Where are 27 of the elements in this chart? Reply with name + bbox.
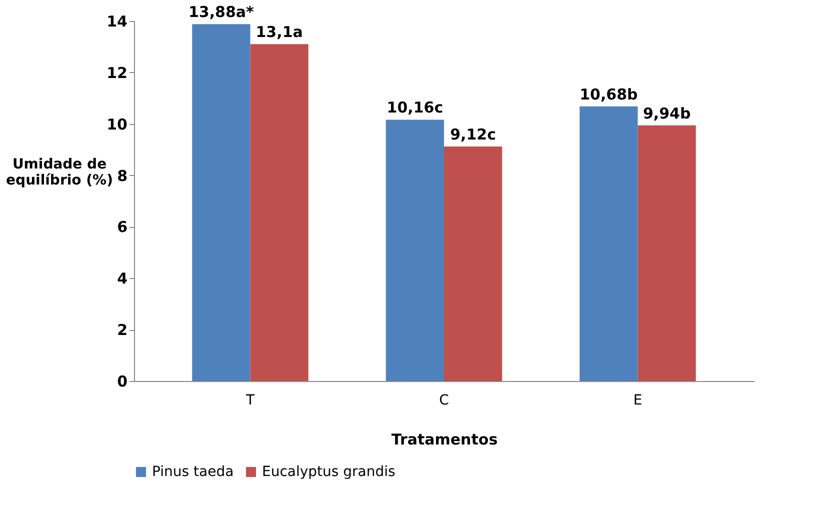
bar xyxy=(444,146,502,381)
data-label: 13,88a* xyxy=(188,3,254,22)
y-axis-title: Umidade de equilíbrio (%) xyxy=(6,156,113,188)
bar xyxy=(638,125,696,381)
y-tick-label: 10 xyxy=(106,115,128,134)
x-tick-label: C xyxy=(439,392,450,408)
data-label: 9,12c xyxy=(450,125,496,144)
y-tick-label: 14 xyxy=(106,12,128,30)
y-tick-label: 8 xyxy=(117,166,128,185)
x-tick-label: E xyxy=(633,392,642,408)
y-tick-label: 0 xyxy=(117,372,128,390)
y-tick-label: 2 xyxy=(117,321,128,340)
data-label: 13,1a xyxy=(256,23,303,42)
data-label: 10,68b xyxy=(580,85,638,104)
data-label: 9,94b xyxy=(642,104,691,122)
legend-label: Pinus taeda xyxy=(152,464,234,480)
y-tick-label: 4 xyxy=(117,270,128,288)
y-tick-label: 12 xyxy=(106,64,128,82)
bar xyxy=(580,106,638,381)
bar xyxy=(192,24,250,381)
bar xyxy=(250,44,308,381)
y-tick-label: 6 xyxy=(117,218,128,236)
data-label: 10,16c xyxy=(386,98,444,117)
x-tick-label: T xyxy=(244,392,255,408)
x-axis-title: Tratamentos xyxy=(391,430,498,448)
legend-label: Eucalyptus grandis xyxy=(262,464,396,480)
bar xyxy=(386,120,444,381)
